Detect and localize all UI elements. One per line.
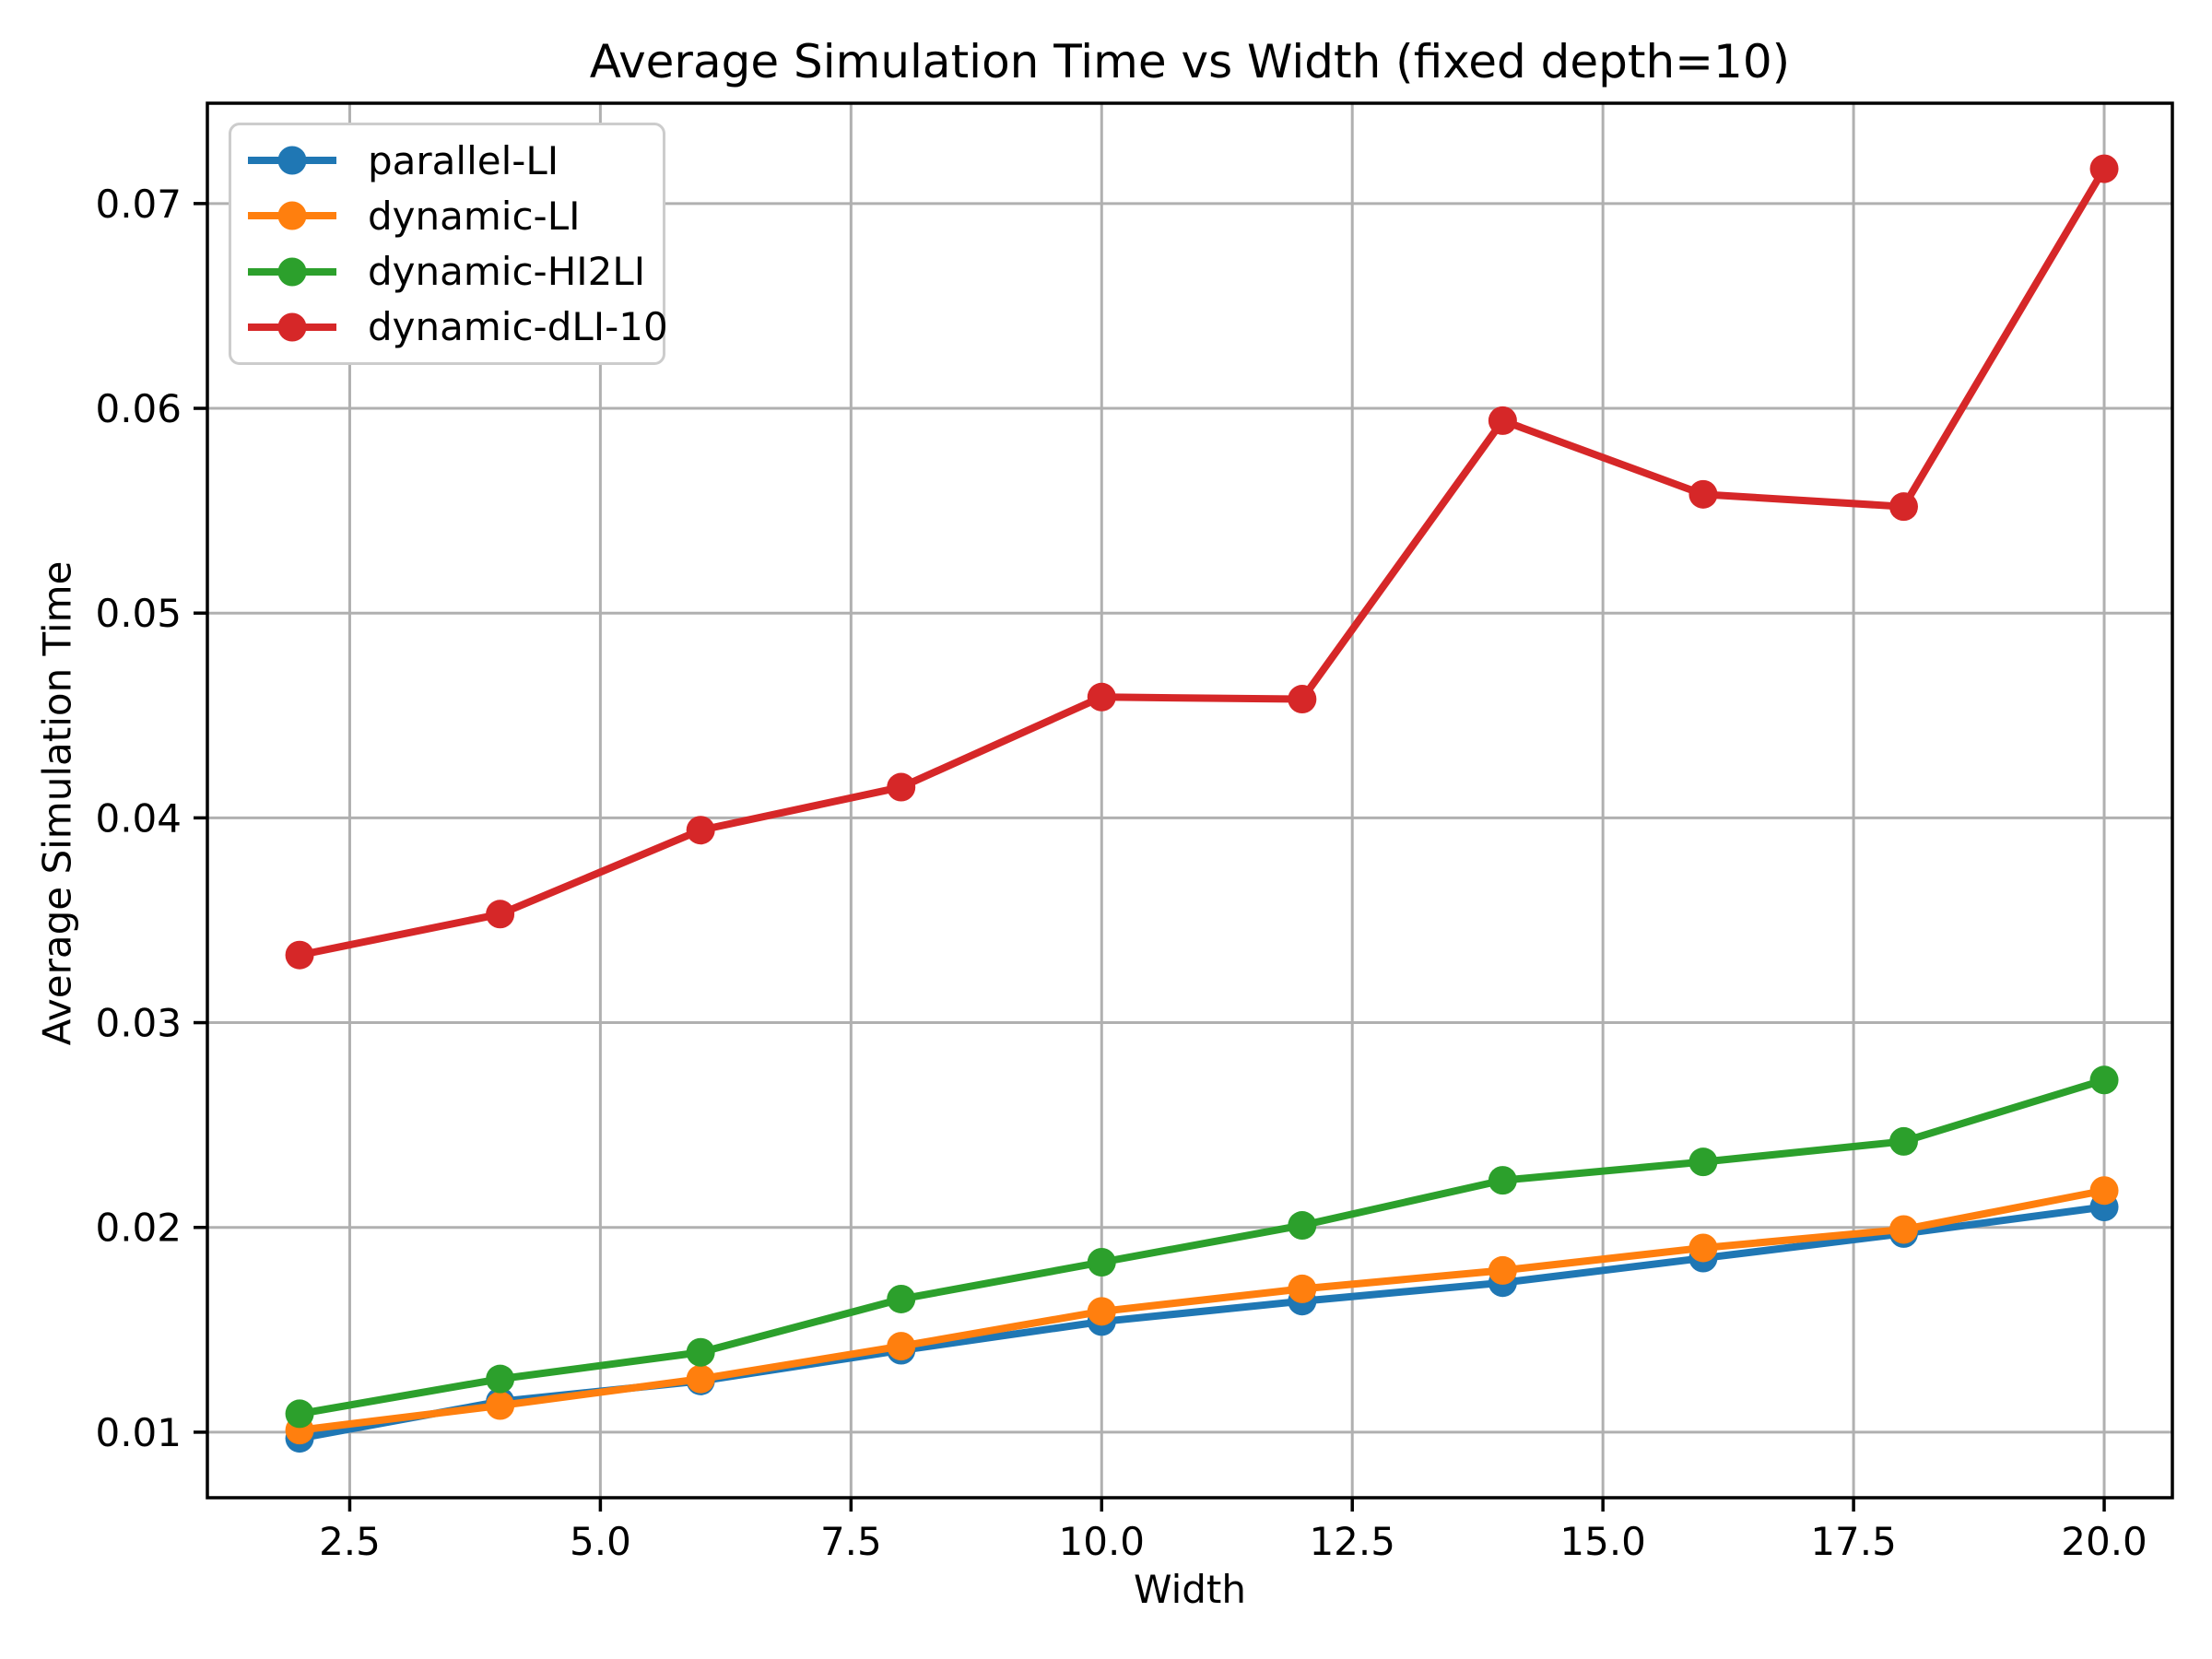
- y-tick-label: 0.01: [95, 1410, 182, 1455]
- x-tick-label: 5.0: [570, 1519, 631, 1564]
- data-point-dynamic-LI: [686, 1364, 715, 1394]
- data-point-dynamic-dLI-10: [1488, 406, 1517, 435]
- data-point-dynamic-HI2LI: [486, 1364, 515, 1394]
- data-point-dynamic-HI2LI: [686, 1337, 715, 1367]
- legend-marker-icon-dynamic-LI: [248, 201, 336, 230]
- legend-marker-icon-parallel-LI: [248, 146, 336, 175]
- series-line-dynamic-HI2LI: [296, 1076, 2109, 1418]
- data-point-dynamic-dLI-10: [2089, 154, 2119, 183]
- legend-marker-icon-dynamic-dLI-10: [248, 312, 336, 342]
- legend-box: parallel-LI dynamic-LI dynamic-HI2LI dynami…: [229, 123, 668, 365]
- y-tick-label: 0.03: [95, 1001, 182, 1046]
- data-point-dynamic-HI2LI: [1288, 1211, 1317, 1241]
- legend-item-dynamic-HI2LI: dynamic-HI2LI: [246, 244, 653, 300]
- data-point-dynamic-dLI-10: [1288, 685, 1317, 714]
- data-point-dynamic-HI2LI: [285, 1399, 314, 1429]
- x-tick-label: 2.5: [319, 1519, 381, 1564]
- x-tick-label: 10.0: [1059, 1519, 1146, 1564]
- x-tick-label: 17.5: [1810, 1519, 1897, 1564]
- data-point-dynamic-LI: [887, 1332, 916, 1361]
- data-point-dynamic-dLI-10: [1688, 479, 1718, 509]
- series-line-dynamic-LI: [296, 1186, 2109, 1434]
- data-point-dynamic-dLI-10: [887, 772, 916, 802]
- y-tick-label: 0.05: [95, 591, 182, 636]
- data-point-dynamic-dLI-10: [486, 900, 515, 929]
- y-axis-label: Average Simulation Time: [34, 560, 80, 1046]
- data-point-dynamic-LI: [486, 1391, 515, 1420]
- y-tick-label: 0.06: [95, 386, 182, 431]
- data-point-dynamic-LI: [2089, 1176, 2119, 1206]
- data-point-dynamic-HI2LI: [1688, 1147, 1718, 1177]
- legend-item-parallel-LI: parallel-LI: [246, 133, 653, 188]
- data-point-dynamic-HI2LI: [1888, 1126, 1918, 1156]
- legend-label: dynamic-HI2LI: [368, 249, 646, 295]
- y-tick-label: 0.04: [95, 795, 182, 841]
- x-axis-label: Width: [1133, 1567, 1247, 1612]
- legend-label: dynamic-LI: [368, 193, 581, 239]
- series-line-dynamic-dLI-10: [296, 165, 2109, 959]
- legend-item-dynamic-LI: dynamic-LI: [246, 188, 653, 243]
- legend-label: dynamic-dLI-10: [368, 304, 668, 350]
- legend-label: parallel-LI: [368, 137, 559, 183]
- x-tick-label: 15.0: [1559, 1519, 1646, 1564]
- legend-item-dynamic-dLI-10: dynamic-dLI-10: [246, 300, 668, 355]
- data-point-dynamic-dLI-10: [1888, 492, 1918, 522]
- data-point-dynamic-dLI-10: [285, 940, 314, 970]
- legend-marker-icon-dynamic-HI2LI: [248, 257, 336, 287]
- data-point-dynamic-HI2LI: [1488, 1166, 1517, 1195]
- chart-title: Average Simulation Time vs Width (fixed …: [589, 35, 1791, 88]
- data-point-dynamic-dLI-10: [686, 816, 715, 845]
- x-tick-label: 7.5: [820, 1519, 882, 1564]
- data-point-dynamic-LI: [1688, 1233, 1718, 1263]
- data-point-dynamic-HI2LI: [1087, 1248, 1116, 1277]
- data-point-dynamic-LI: [1087, 1297, 1116, 1326]
- y-tick-label: 0.02: [95, 1206, 182, 1251]
- y-tick-label: 0.07: [95, 182, 182, 227]
- x-tick-label: 12.5: [1309, 1519, 1395, 1564]
- data-point-dynamic-HI2LI: [887, 1284, 916, 1313]
- data-point-dynamic-LI: [1888, 1215, 1918, 1244]
- data-point-dynamic-HI2LI: [2089, 1065, 2119, 1095]
- data-point-dynamic-LI: [1288, 1274, 1317, 1303]
- axes-spines: [206, 101, 2174, 1500]
- data-point-dynamic-LI: [1488, 1255, 1517, 1285]
- x-tick-label: 20.0: [2061, 1519, 2147, 1564]
- data-point-dynamic-dLI-10: [1087, 682, 1116, 712]
